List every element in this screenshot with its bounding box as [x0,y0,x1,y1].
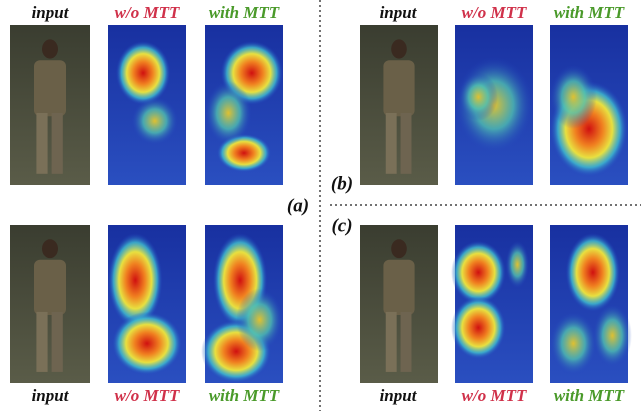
header: input [32,3,70,22]
image-part [205,81,252,145]
header: with MTT [209,3,280,22]
images [10,25,632,383]
image-part [391,39,407,58]
image-part [593,304,632,367]
image-part [550,65,597,129]
image-part [34,260,66,315]
header: w/o MTT [462,3,527,22]
image-part [401,312,412,372]
image-part [36,312,47,372]
header: input [380,386,418,405]
header: w/o MTT [115,386,180,405]
header: with MTT [209,386,280,405]
image-part [34,60,66,116]
image-part [42,39,58,58]
header: with MTT [554,386,625,405]
image-part [401,113,412,174]
header: with MTT [554,3,625,22]
header: input [32,386,70,405]
image-part [383,60,414,116]
image-part [112,312,182,375]
image-part [52,312,63,372]
panel-label: (c) [331,215,352,236]
image-part [550,312,597,375]
image-part [506,241,529,288]
header: w/o MTT [115,3,180,22]
header: input [380,3,418,22]
image-part [386,312,397,372]
image-part [386,113,397,174]
panel-label: (b) [331,173,353,194]
image-part [459,73,498,121]
image-part [566,233,621,312]
image-part [391,239,407,258]
image-part [236,288,283,351]
image-part [36,113,47,174]
image-part [131,97,178,145]
header: w/o MTT [462,386,527,405]
panel-label: (a) [287,195,309,216]
image-part [42,239,58,258]
image-part [52,113,63,174]
figure: input w/o MTT with MTT input w/o MTT wit… [0,0,641,411]
image-part [451,296,506,359]
image-part [383,260,414,315]
image-part [116,41,171,105]
image-part [451,241,506,304]
